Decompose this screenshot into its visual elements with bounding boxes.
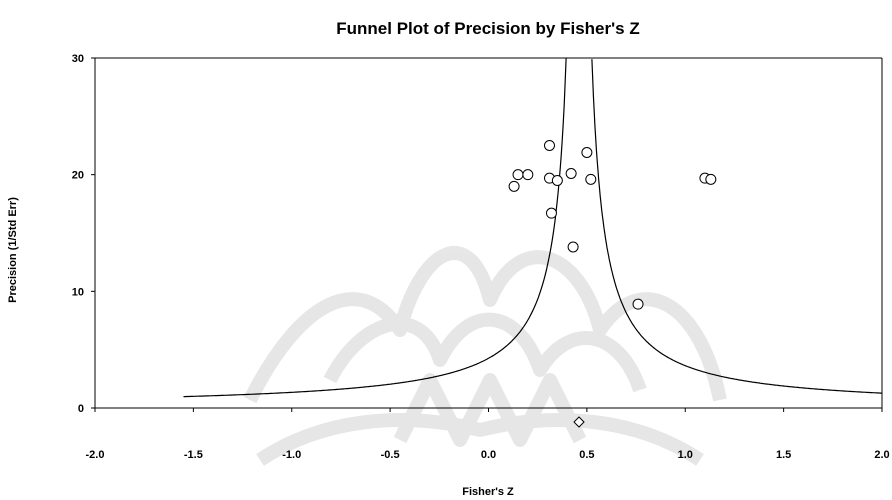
axis-ticks: -2.0 -1.5 -1.0 -0.5 0.0 0.5 1.0 1.5 2.0 0 10 20 30 — [72, 53, 890, 461]
y-tick-label: 20 — [72, 170, 84, 182]
x-axis-label: Fisher's Z — [462, 486, 514, 498]
study-point — [551, 175, 563, 186]
study-point — [508, 180, 520, 192]
x-tick-label: 1.0 — [678, 449, 693, 461]
study-point — [543, 140, 555, 151]
study-point — [632, 298, 644, 310]
y-tick-label: 0 — [78, 403, 84, 415]
x-tick-label: -1.0 — [282, 449, 301, 461]
y-axis-label: Precision (1/Std Err) — [7, 197, 19, 303]
funnel-boundary — [183, 58, 883, 398]
data-points — [508, 140, 717, 310]
x-tick-label: -0.5 — [381, 449, 400, 461]
study-point — [705, 173, 717, 185]
summary-effect — [573, 416, 585, 428]
study-point — [565, 168, 577, 179]
study-point — [545, 207, 557, 219]
study-point — [585, 173, 597, 185]
x-tick-label: 0.5 — [579, 449, 594, 461]
y-tick-label: 10 — [72, 286, 84, 298]
x-tick-label: -2.0 — [86, 449, 105, 461]
x-tick-label: 0.0 — [481, 449, 496, 461]
study-point — [512, 169, 524, 181]
study-point — [581, 147, 593, 158]
study-point — [567, 241, 579, 253]
study-point — [522, 169, 534, 181]
x-tick-label: 1.5 — [776, 449, 791, 461]
watermark — [243, 246, 727, 466]
y-tick-label: 30 — [72, 53, 84, 65]
x-tick-label: 2.0 — [874, 449, 889, 461]
chart-title: Funnel Plot of Precision by Fisher's Z — [336, 19, 639, 38]
summary-diamond — [573, 416, 585, 428]
x-tick-label: -1.5 — [184, 449, 203, 461]
